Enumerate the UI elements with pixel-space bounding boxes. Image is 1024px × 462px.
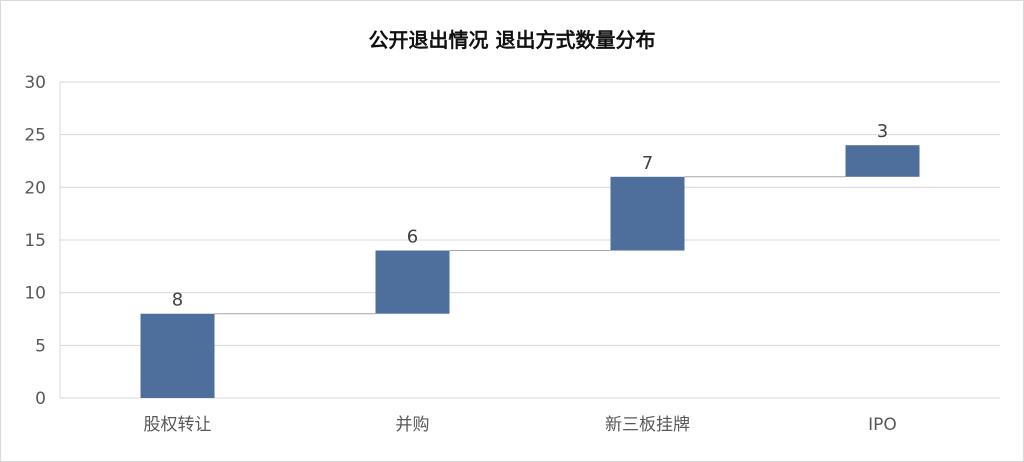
- x-tick-label: 新三板挂牌: [605, 415, 690, 435]
- y-tick-label: 20: [24, 178, 46, 198]
- bar-4: [845, 145, 920, 177]
- data-label: 3: [877, 121, 888, 142]
- x-tick-label: 股权转让: [144, 415, 212, 435]
- data-label: 8: [172, 290, 183, 311]
- y-tick-label: 15: [24, 231, 46, 251]
- data-label: 6: [407, 227, 418, 248]
- data-label: 7: [642, 153, 653, 174]
- y-tick-label: 25: [24, 126, 46, 146]
- x-tick-label: IPO: [868, 415, 897, 435]
- y-tick-label: 0: [35, 389, 46, 409]
- y-tick-label: 30: [24, 73, 46, 93]
- y-tick-label: 10: [24, 284, 46, 304]
- bar-1: [140, 313, 215, 398]
- chart-title: 公开退出情况 退出方式数量分布: [368, 28, 656, 52]
- x-tick-label: 并购: [396, 415, 430, 435]
- bar-2: [375, 250, 450, 314]
- bar-3: [610, 176, 685, 251]
- y-tick-label: 5: [35, 336, 46, 356]
